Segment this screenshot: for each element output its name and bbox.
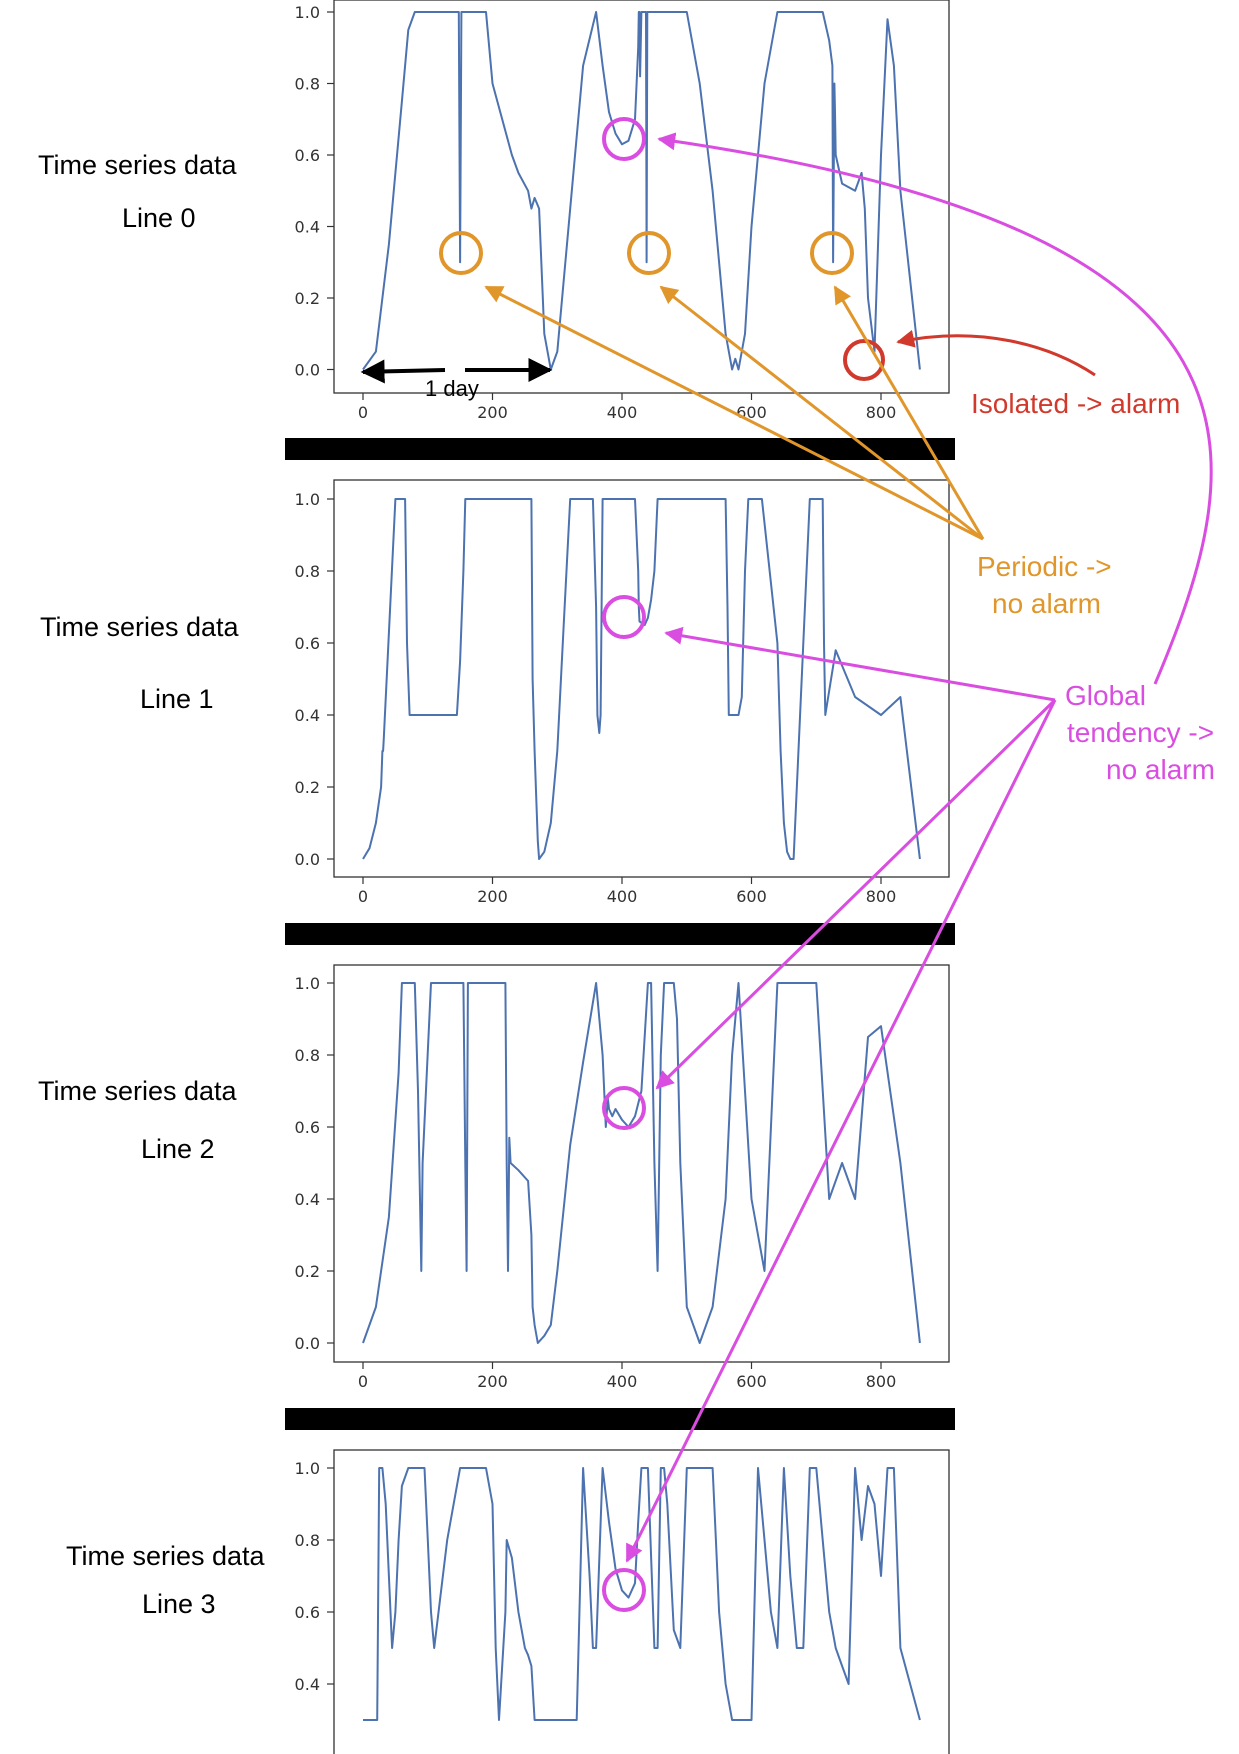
series-line xyxy=(362,498,921,860)
day-arrow-left xyxy=(360,359,446,384)
x-tick-label: 0 xyxy=(358,1372,368,1391)
x-tick-label: 200 xyxy=(477,887,508,906)
x-tick-label: 800 xyxy=(866,887,897,906)
global-arrow xyxy=(655,698,1057,1090)
x-tick-label: 200 xyxy=(477,1372,508,1391)
y-tick-label: 0.8 xyxy=(295,1531,320,1550)
y-tick-label: 0.6 xyxy=(295,1603,320,1622)
y-tick-label: 0.8 xyxy=(295,75,320,94)
periodic-arrow xyxy=(484,285,984,541)
isolated-circle xyxy=(843,339,885,381)
global-arrow xyxy=(625,699,1057,1563)
periodic-circle xyxy=(627,231,671,275)
x-tick-label: 0 xyxy=(358,887,368,906)
periodic-arrow xyxy=(659,285,984,541)
row-title-1: Time series data xyxy=(40,612,239,642)
y-tick-label: 0.0 xyxy=(295,361,320,380)
row-title-3: Time series data xyxy=(66,1541,265,1571)
separator-bar xyxy=(285,923,955,945)
separator-bar xyxy=(285,1408,955,1430)
series-line xyxy=(363,1467,921,1721)
plot-frame xyxy=(333,0,950,394)
y-tick-label: 1.0 xyxy=(295,1459,320,1478)
series-line xyxy=(362,11,921,371)
y-tick-label: 0.2 xyxy=(295,778,320,797)
plot-frame xyxy=(333,964,950,1363)
x-tick-label: 800 xyxy=(866,403,897,422)
isolated-label: Isolated -> alarm xyxy=(971,388,1180,419)
periodic-label-2: no alarm xyxy=(992,588,1101,619)
row-line-3: Line 3 xyxy=(142,1589,216,1619)
periodic-arrow xyxy=(833,285,985,540)
row-line-1: Line 1 xyxy=(140,684,214,714)
x-tick-label: 400 xyxy=(607,887,638,906)
y-tick-label: 0.4 xyxy=(295,218,320,237)
global-circle xyxy=(602,117,646,161)
global-circle xyxy=(602,1086,646,1130)
y-tick-label: 1.0 xyxy=(295,3,320,22)
row-line-0: Line 0 xyxy=(122,203,196,233)
x-tick-label: 400 xyxy=(607,1372,638,1391)
separator-bar xyxy=(285,438,955,460)
y-tick-label: 0.0 xyxy=(295,850,320,869)
plot-frame xyxy=(333,479,950,878)
global-circle xyxy=(602,595,646,639)
y-tick-label: 0.4 xyxy=(295,706,320,725)
x-tick-label: 600 xyxy=(736,887,767,906)
periodic-label-1: Periodic -> xyxy=(977,551,1112,582)
x-tick-label: 400 xyxy=(607,403,638,422)
global-label-3: no alarm xyxy=(1106,754,1215,785)
y-tick-label: 1.0 xyxy=(295,974,320,993)
row-line-2: Line 2 xyxy=(141,1134,215,1164)
series-line xyxy=(362,982,921,1344)
day-label: 1 day xyxy=(425,376,479,401)
isolated-arrow xyxy=(896,329,1096,377)
x-tick-label: 800 xyxy=(866,1372,897,1391)
periodic-circle xyxy=(439,231,483,275)
y-tick-label: 0.8 xyxy=(295,1046,320,1065)
row-title-2: Time series data xyxy=(38,1076,237,1106)
y-tick-label: 0.6 xyxy=(295,1118,320,1137)
global-arrow xyxy=(657,132,1213,685)
plot-frame xyxy=(333,1449,950,1754)
y-tick-label: 1.0 xyxy=(295,490,320,509)
y-tick-label: 0.4 xyxy=(295,1190,320,1209)
y-tick-label: 0.6 xyxy=(295,146,320,165)
y-tick-label: 0.0 xyxy=(295,1334,320,1353)
y-tick-label: 0.4 xyxy=(295,1675,320,1694)
y-tick-label: 0.2 xyxy=(295,1262,320,1281)
global-label-1: Global xyxy=(1065,680,1146,711)
y-tick-label: 0.8 xyxy=(295,562,320,581)
y-tick-label: 0.2 xyxy=(295,289,320,308)
x-tick-label: 600 xyxy=(736,1372,767,1391)
global-circle xyxy=(602,1568,646,1612)
global-arrow xyxy=(664,626,1056,702)
periodic-circle xyxy=(810,231,854,275)
x-tick-label: 200 xyxy=(477,403,508,422)
x-tick-label: 0 xyxy=(358,403,368,422)
y-tick-label: 0.6 xyxy=(295,634,320,653)
row-title-0: Time series data xyxy=(38,150,237,180)
global-label-2: tendency -> xyxy=(1067,717,1214,748)
